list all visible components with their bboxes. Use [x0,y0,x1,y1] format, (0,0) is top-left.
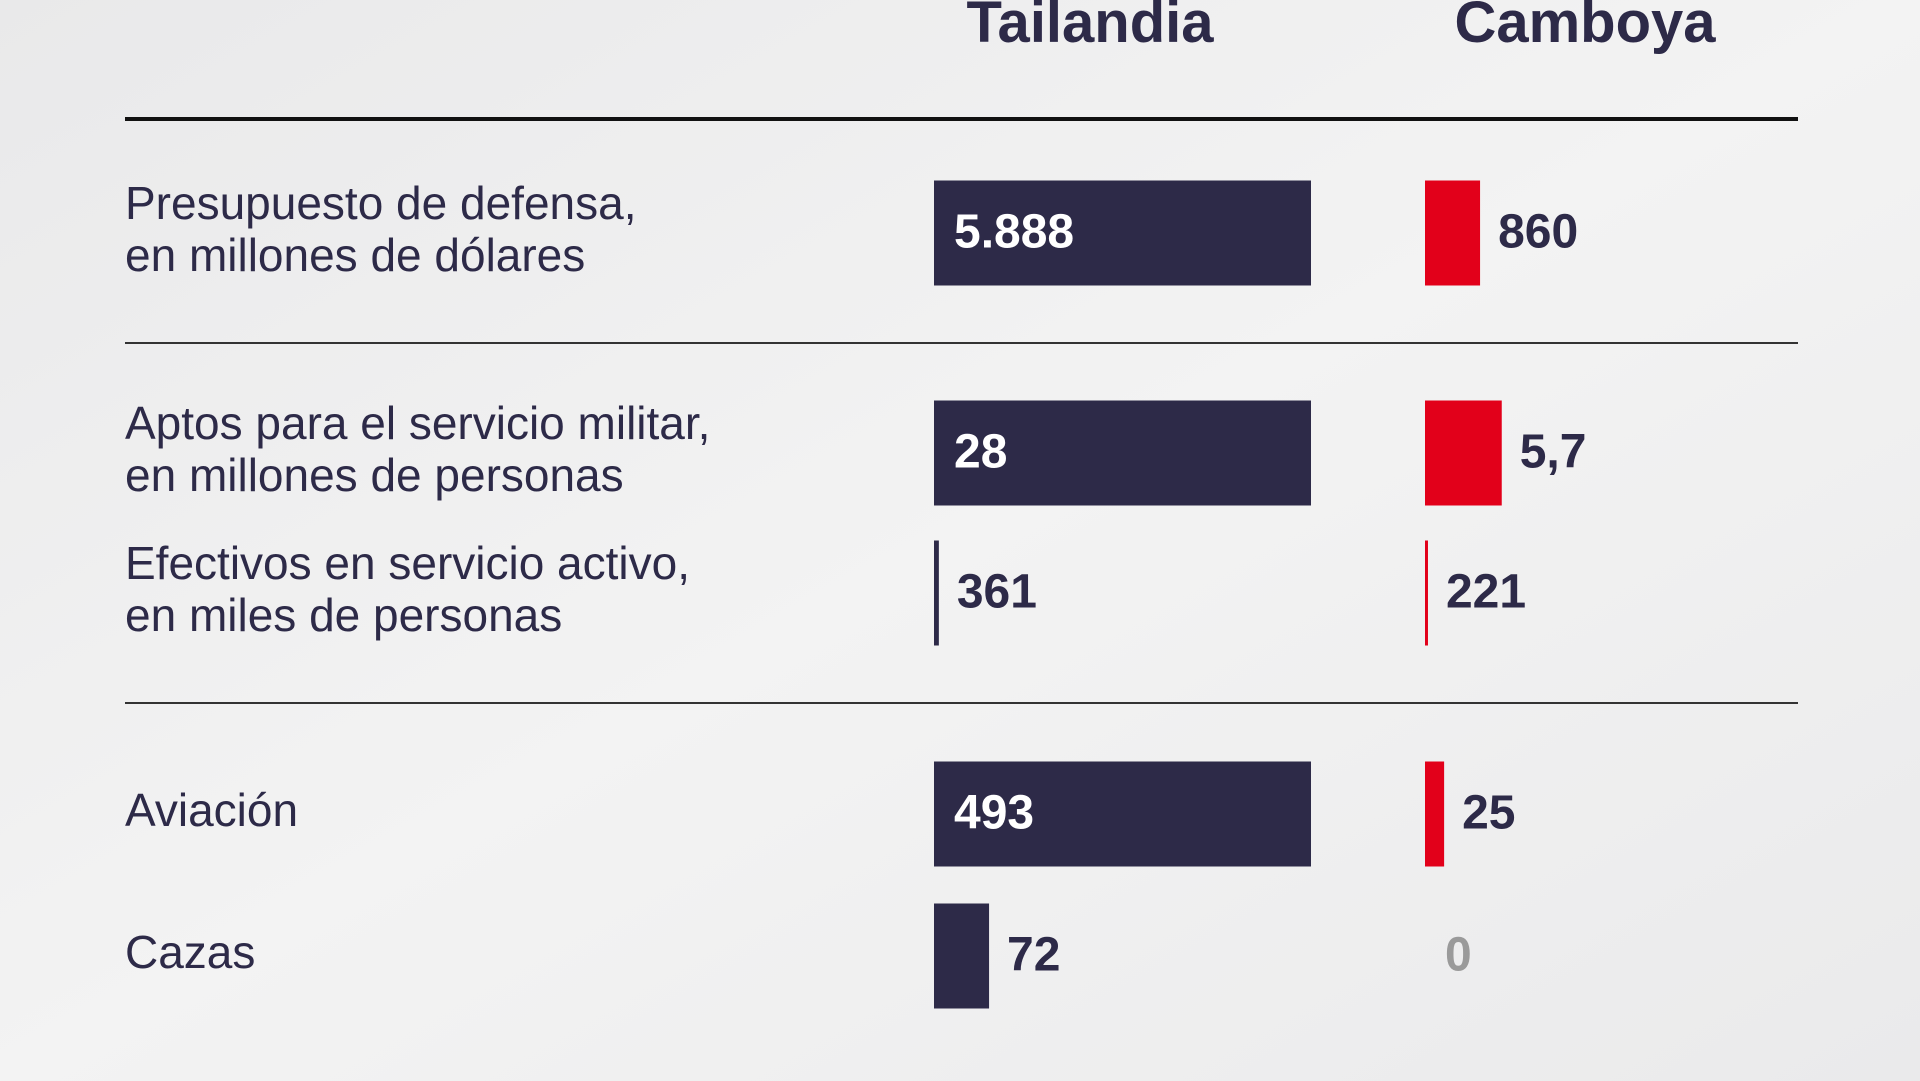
bar [1425,761,1445,867]
row-label: en millones de dólares [125,229,585,281]
value-label: 0 [1445,929,1472,982]
bar [934,540,939,646]
bar [1425,540,1428,646]
column-header: Camboya [1454,0,1716,55]
bar [934,761,1311,867]
row-label: Efectivos en servicio activo, [125,537,690,589]
bar [934,903,990,1009]
row-label: en miles de personas [125,589,562,641]
value-label: 493 [954,787,1034,840]
bar [1425,400,1502,506]
value-label: 361 [957,566,1037,619]
value-label: 860 [1498,206,1578,259]
value-label: 5,7 [1520,426,1587,479]
bar [934,400,1311,506]
bar [934,180,1311,286]
row-label: Aptos para el servicio militar, [125,397,710,449]
value-label: 221 [1446,566,1526,619]
column-header: Tailandia [966,0,1214,55]
value-label: 25 [1462,787,1515,840]
value-label: 72 [1007,929,1060,982]
row-label: Aviación [125,784,298,836]
value-label: 28 [954,426,1007,479]
row-label: Cazas [125,926,255,978]
row-label: Presupuesto de defensa, [125,177,636,229]
row-label: en millones de personas [125,449,624,501]
bar [1425,180,1481,286]
value-label: 5.888 [954,206,1074,259]
